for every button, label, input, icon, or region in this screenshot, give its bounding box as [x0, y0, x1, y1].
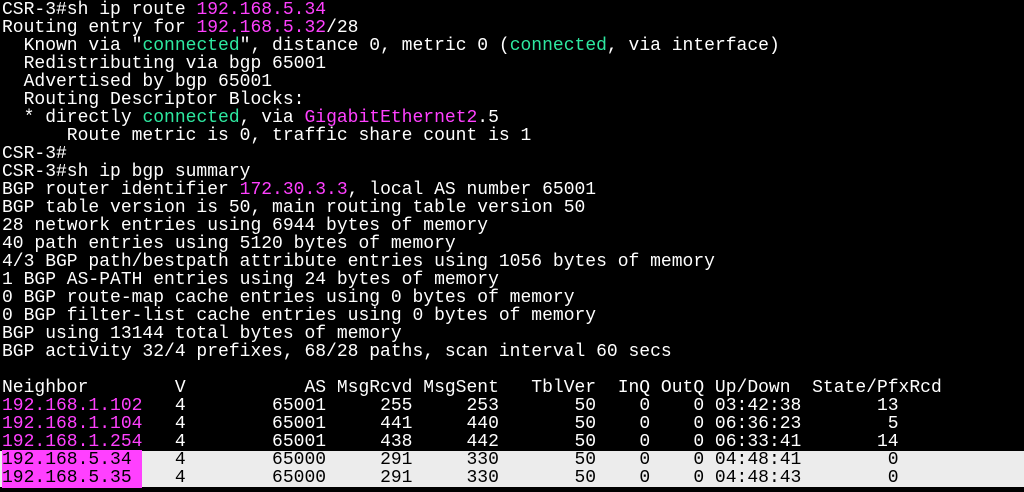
terminal-line: 0 BGP route-map cache entries using 0 by…: [0, 289, 1024, 307]
terminal-line: 1 BGP AS-PATH entries using 24 bytes of …: [0, 271, 1024, 289]
terminal-line: 192.168.5.34 4 65000 291 330 50 0 0 04:4…: [0, 450, 1024, 470]
terminal-line: Advertised by bgp 65001: [0, 73, 1024, 91]
terminal-text: 192.168.5.34: [2, 450, 143, 470]
terminal-text: 40 path entries using 5120 bytes of memo…: [2, 234, 456, 254]
terminal-text: 4 65000 291 330 50 0 0 04:48:43 0: [142, 468, 899, 488]
terminal-text: 192.168.1.104: [2, 414, 143, 434]
terminal-line: Redistributing via bgp 65001: [0, 55, 1024, 73]
terminal-text: BGP table version is 50, main routing ta…: [2, 198, 586, 218]
terminal-line: 192.168.5.35 4 65000 291 330 50 0 0 04:4…: [0, 468, 1024, 488]
terminal-text: Route metric is 0, traffic share count i…: [2, 126, 532, 146]
terminal-text: 4 65000 291 330 50 0 0 04:48:41 0: [142, 450, 899, 470]
terminal-line: * directly connected, via GigabitEtherne…: [0, 109, 1024, 127]
terminal-text: CSR-3#sh ip bgp summary: [2, 162, 251, 182]
terminal-text: Advertised by bgp 65001: [2, 72, 273, 92]
terminal-text: 192.168.5.32: [196, 18, 327, 38]
terminal-line: BGP using 13144 total bytes of memory: [0, 325, 1024, 343]
terminal-text: Known via ": [2, 36, 143, 56]
terminal-text: connected: [509, 36, 607, 56]
terminal-text: 192.168.5.35: [2, 468, 143, 488]
terminal-line: CSR-3#sh ip bgp summary: [0, 163, 1024, 181]
terminal-line: Known via "connected", distance 0, metri…: [0, 37, 1024, 55]
terminal-text: 192.168.1.102: [2, 396, 143, 416]
terminal-text: , local AS number 65001: [347, 180, 597, 200]
terminal-line: [0, 361, 1024, 379]
terminal-line: CSR-3#sh ip route 192.168.5.34: [0, 1, 1024, 19]
terminal-text: connected: [142, 108, 240, 128]
terminal-line: CSR-3#: [0, 145, 1024, 163]
terminal-text: 28 network entries using 6944 bytes of m…: [2, 216, 489, 236]
terminal-text: 0 BGP filter-list cache entries using 0 …: [2, 306, 597, 326]
terminal-line: BGP activity 32/4 prefixes, 68/28 paths,…: [0, 343, 1024, 361]
terminal-text: , via: [239, 108, 305, 128]
terminal-line: Routing Descriptor Blocks:: [0, 91, 1024, 109]
terminal-text: 1 BGP AS-PATH entries using 24 bytes of …: [2, 270, 499, 290]
terminal-text: 4 65001 438 442 50 0 0 06:33:41 14: [142, 432, 899, 452]
terminal-text: CSR-3#: [2, 144, 67, 164]
terminal-text: 4/3 BGP path/bestpath attribute entries …: [2, 252, 715, 272]
terminal-line: BGP router identifier 172.30.3.3, local …: [0, 181, 1024, 199]
terminal-text: Redistributing via bgp 65001: [2, 54, 327, 74]
terminal-text: .5: [477, 108, 499, 128]
terminal-text: 192.168.5.34: [196, 0, 327, 20]
terminal-line: Routing entry for 192.168.5.32/28: [0, 19, 1024, 37]
terminal-line: 4/3 BGP path/bestpath attribute entries …: [0, 253, 1024, 271]
terminal-text: 0 BGP route-map cache entries using 0 by…: [2, 288, 575, 308]
terminal-text: BGP using 13144 total bytes of memory: [2, 324, 402, 344]
terminal-text: GigabitEthernet2: [304, 108, 478, 128]
terminal-line: 0 BGP filter-list cache entries using 0 …: [0, 307, 1024, 325]
terminal-text: Neighbor V AS MsgRcvd MsgSent TblVer InQ…: [2, 378, 942, 398]
terminal-text: CSR-3#sh ip route: [2, 0, 197, 20]
terminal-text: 192.168.1.254: [2, 432, 143, 452]
terminal-line: 40 path entries using 5120 bytes of memo…: [0, 235, 1024, 253]
terminal-text: , via interface): [606, 36, 780, 56]
terminal-text: connected: [142, 36, 240, 56]
terminal-text: BGP activity 32/4 prefixes, 68/28 paths,…: [2, 342, 672, 362]
terminal-text: /28: [326, 18, 359, 38]
terminal-text: ", distance 0, metric 0 (: [239, 36, 510, 56]
terminal-line: 192.168.1.104 4 65001 441 440 50 0 0 06:…: [0, 415, 1024, 433]
terminal-text: 4 65001 441 440 50 0 0 06:36:23 5: [142, 414, 899, 434]
terminal-line: 192.168.1.254 4 65001 438 442 50 0 0 06:…: [0, 433, 1024, 451]
terminal-line: 28 network entries using 6944 bytes of m…: [0, 217, 1024, 235]
terminal-text: Routing Descriptor Blocks:: [2, 90, 305, 110]
terminal-text: * directly: [2, 108, 143, 128]
terminal-text: BGP router identifier: [2, 180, 240, 200]
terminal-line: BGP table version is 50, main routing ta…: [0, 199, 1024, 217]
terminal-line: Neighbor V AS MsgRcvd MsgSent TblVer InQ…: [0, 379, 1024, 397]
terminal-line: 192.168.1.102 4 65001 255 253 50 0 0 03:…: [0, 397, 1024, 415]
terminal-line: Route metric is 0, traffic share count i…: [0, 127, 1024, 145]
terminal-text: 172.30.3.3: [239, 180, 348, 200]
terminal-text: Routing entry for: [2, 18, 197, 38]
terminal-text: 4 65001 255 253 50 0 0 03:42:38 13: [142, 396, 899, 416]
